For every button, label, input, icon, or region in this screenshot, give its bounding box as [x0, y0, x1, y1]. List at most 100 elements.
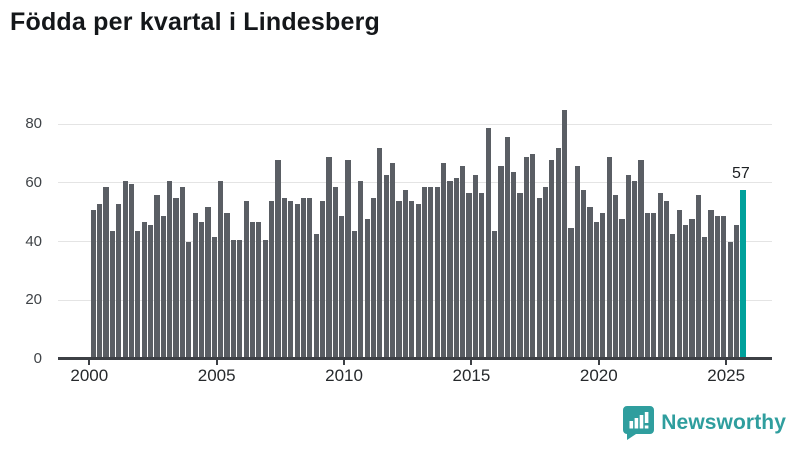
x-tick-label-2020: 2020 [579, 366, 618, 385]
bar [256, 221, 262, 357]
bar [141, 221, 147, 357]
bar [122, 180, 128, 357]
bar [269, 201, 275, 357]
bar [651, 213, 657, 357]
bar [504, 136, 510, 357]
bar [103, 186, 109, 357]
bar [676, 210, 682, 357]
bar [472, 174, 479, 357]
bar [491, 230, 498, 357]
bar [135, 230, 141, 357]
bar [702, 236, 708, 357]
x-tick-mark-2010 [343, 359, 346, 365]
plot-area [58, 108, 772, 357]
bar [644, 213, 650, 357]
bar [727, 242, 733, 357]
bar [663, 201, 670, 357]
bar [523, 157, 529, 357]
x-tick-label-2015: 2015 [452, 366, 491, 385]
bar [695, 195, 701, 357]
bar [377, 148, 383, 357]
bar [606, 157, 612, 357]
bar [332, 186, 338, 357]
bar [281, 198, 287, 357]
bar [351, 230, 358, 357]
y-tick-label-80: 80 [25, 115, 42, 132]
bar [237, 239, 243, 357]
bar [192, 213, 198, 357]
y-tick-label-0: 0 [33, 350, 42, 367]
bar [517, 192, 523, 357]
bar [593, 221, 600, 357]
bar [485, 127, 491, 357]
bar [167, 180, 173, 357]
bar [358, 180, 364, 357]
bar [428, 186, 434, 357]
bar [211, 236, 217, 357]
bar [498, 166, 504, 357]
gridline-80 [58, 123, 772, 125]
bar [466, 192, 472, 357]
bar [396, 201, 402, 357]
bar [319, 201, 326, 357]
bar [339, 216, 345, 357]
bar [733, 224, 740, 357]
bar [300, 198, 307, 357]
page-title: Födda per kvartal i Lindesberg [10, 8, 380, 36]
x-tick-mark-2005 [215, 359, 218, 365]
bar [402, 189, 408, 357]
x-tick-mark-2015 [470, 359, 473, 365]
bar [345, 160, 351, 357]
bar [574, 166, 580, 357]
x-tick-label-2000: 2000 [70, 366, 109, 385]
bar [390, 163, 396, 357]
bar [721, 216, 727, 357]
y-tick-label-60: 60 [25, 173, 42, 191]
bar [326, 157, 332, 357]
y-tick-label-40: 40 [25, 232, 42, 250]
bar [148, 224, 154, 357]
highlighted-bar [740, 189, 746, 357]
bar [657, 192, 663, 357]
bar [288, 201, 294, 357]
bar [453, 177, 459, 357]
bar [447, 180, 453, 357]
bar [186, 242, 192, 357]
bar [536, 198, 542, 357]
bar [262, 239, 268, 357]
newsworthy-wordmark: Newsworthy [661, 411, 786, 434]
bar [198, 221, 205, 357]
y-tick-label-20: 20 [25, 291, 42, 309]
bar [479, 192, 485, 357]
x-axis-line [58, 357, 772, 360]
bar [460, 166, 466, 357]
x-tick-label-2005: 2005 [197, 366, 236, 385]
newsworthy-logo[interactable]: Newsworthy [623, 406, 786, 440]
bar [587, 207, 593, 357]
bar [249, 221, 256, 357]
bar [568, 227, 574, 357]
bar [421, 186, 428, 357]
bar [619, 218, 625, 357]
bar [670, 233, 676, 357]
bar [714, 216, 721, 357]
x-tick-label-2010: 2010 [325, 366, 363, 385]
bar [179, 186, 186, 357]
bar [205, 207, 211, 357]
bar [689, 218, 695, 357]
bar [370, 198, 377, 357]
bar [555, 148, 561, 357]
bar [562, 110, 568, 357]
bar [632, 180, 638, 357]
newsworthy-bubble-icon [623, 406, 655, 440]
x-tick-mark-2020 [597, 359, 600, 365]
bar [307, 198, 313, 357]
highlight-value-label: 57 [732, 164, 750, 182]
bar [625, 174, 631, 357]
bar [683, 224, 689, 357]
bar [383, 174, 389, 357]
bar [224, 213, 230, 357]
bar [109, 230, 115, 357]
bar [160, 216, 166, 357]
